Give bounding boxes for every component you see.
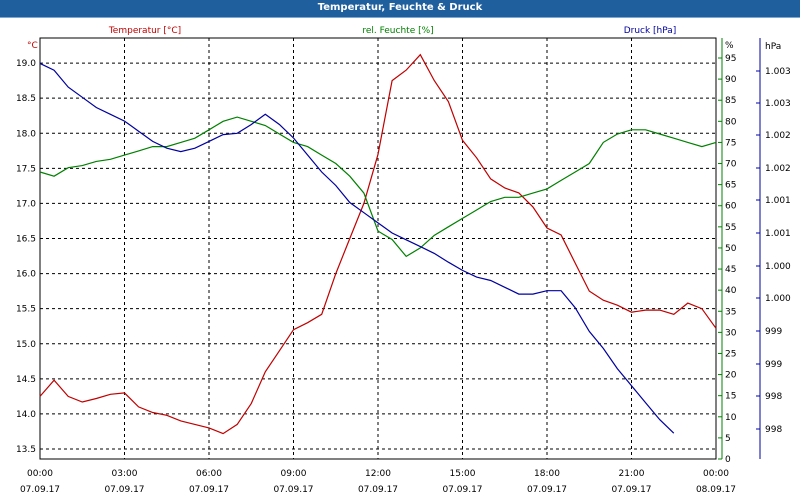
- right-axis-humidity-tick: 40: [725, 286, 737, 296]
- x-tick-time: 21:00: [619, 469, 645, 479]
- right-axis-humidity-tick: 35: [725, 307, 736, 317]
- right-axis-pressure-tick: 1.002: [765, 164, 791, 174]
- right-axis-humidity-tick: 75: [725, 138, 736, 148]
- x-tick-date: 07.09.17: [20, 485, 60, 495]
- left-axis-tick: 16.5: [16, 235, 36, 245]
- x-tick-date: 07.09.17: [442, 485, 482, 495]
- left-axis-tick: 13.5: [16, 445, 36, 455]
- left-axis-tick: 18.5: [16, 94, 36, 104]
- right-axis-pressure-unit: hPa: [765, 42, 781, 52]
- x-tick-time: 06:00: [196, 469, 222, 479]
- series-line-humidity: [39, 116, 717, 258]
- right-axis-humidity-tick: 50: [725, 244, 737, 254]
- right-axis-humidity-tick: 85: [725, 96, 736, 106]
- x-tick-date: 07.09.17: [189, 485, 229, 495]
- right-axis-pressure-tick: 998: [765, 392, 782, 402]
- right-axis-humidity-tick: 20: [725, 371, 737, 381]
- series-line-pressure: [39, 62, 675, 434]
- x-tick-date: 07.09.17: [358, 485, 398, 495]
- right-axis-humidity-tick: 60: [725, 202, 737, 212]
- left-axis-tick: 15.0: [16, 340, 36, 350]
- right-axis-pressure-tick: 998: [765, 425, 782, 435]
- left-axis-tick: 17.5: [16, 164, 36, 174]
- right-axis-humidity-tick: 90: [725, 75, 737, 85]
- right-axis-pressure-tick: 1.002: [765, 131, 791, 141]
- x-tick-time: 15:00: [450, 469, 476, 479]
- right-axis-humidity-tick: 70: [725, 160, 737, 170]
- x-tick-time: 12:00: [365, 469, 391, 479]
- left-axis-tick: 14.5: [16, 375, 36, 385]
- right-axis-humidity-tick: 25: [725, 349, 736, 359]
- x-tick-date: 07.09.17: [273, 485, 313, 495]
- right-axis-humidity-tick: 30: [725, 328, 737, 338]
- x-tick-time: 18:00: [534, 469, 560, 479]
- x-tick-time: 00:00: [703, 469, 729, 479]
- right-axis-pressure-label: Druck [hPa]: [624, 26, 677, 36]
- right-axis-pressure-tick: 1.000: [765, 294, 791, 304]
- x-tick-date: 07.09.17: [527, 485, 567, 495]
- left-axis-tick: 17.0: [16, 199, 36, 209]
- right-axis-humidity-tick: 55: [725, 223, 736, 233]
- right-axis-humidity-tick: 0: [725, 455, 731, 465]
- left-axis-label: Temperatur [°C]: [108, 26, 181, 36]
- left-axis-tick: 19.0: [16, 59, 36, 69]
- right-axis-pressure-tick: 1.003: [765, 99, 791, 109]
- right-axis-humidity-tick: 5: [725, 434, 731, 444]
- left-axis-tick: 16.0: [16, 270, 36, 280]
- right-axis-humidity-tick: 15: [725, 392, 736, 402]
- x-tick-date: 08.09.17: [696, 485, 736, 495]
- right-axis-humidity-tick: 95: [725, 54, 736, 64]
- right-axis-pressure-tick: 1.001: [765, 196, 791, 206]
- series-line-temperature: [39, 53, 717, 435]
- right-axis-humidity-tick: 65: [725, 181, 736, 191]
- right-axis-humidity-tick: 10: [725, 413, 737, 423]
- right-axis-pressure-tick: 1.003: [765, 67, 791, 77]
- right-axis-humidity-unit: %: [725, 41, 734, 51]
- left-axis-tick: 18.0: [16, 129, 36, 139]
- x-tick-date: 07.09.17: [104, 485, 144, 495]
- right-axis-humidity-tick: 45: [725, 265, 736, 275]
- left-axis-tick: 15.5: [16, 305, 36, 315]
- x-tick-date: 07.09.17: [611, 485, 651, 495]
- left-axis-unit: °C: [27, 41, 38, 51]
- right-axis-pressure-tick: 999: [765, 327, 782, 337]
- x-tick-time: 03:00: [112, 469, 138, 479]
- title-bar: Temperatur, Feuchte & Druck: [0, 0, 800, 18]
- right-axis-pressure-tick: 999: [765, 360, 782, 370]
- right-axis-pressure-tick: 1.001: [765, 229, 791, 239]
- right-axis-pressure-tick: 1.000: [765, 262, 791, 272]
- window-title: Temperatur, Feuchte & Druck: [317, 2, 483, 13]
- right-axis-humidity-tick: 80: [725, 117, 737, 127]
- x-tick-time: 09:00: [281, 469, 307, 479]
- left-axis-tick: 14.0: [16, 410, 36, 420]
- x-tick-time: 00:00: [27, 469, 53, 479]
- right-axis-humidity-label: rel. Feuchte [%]: [362, 26, 433, 36]
